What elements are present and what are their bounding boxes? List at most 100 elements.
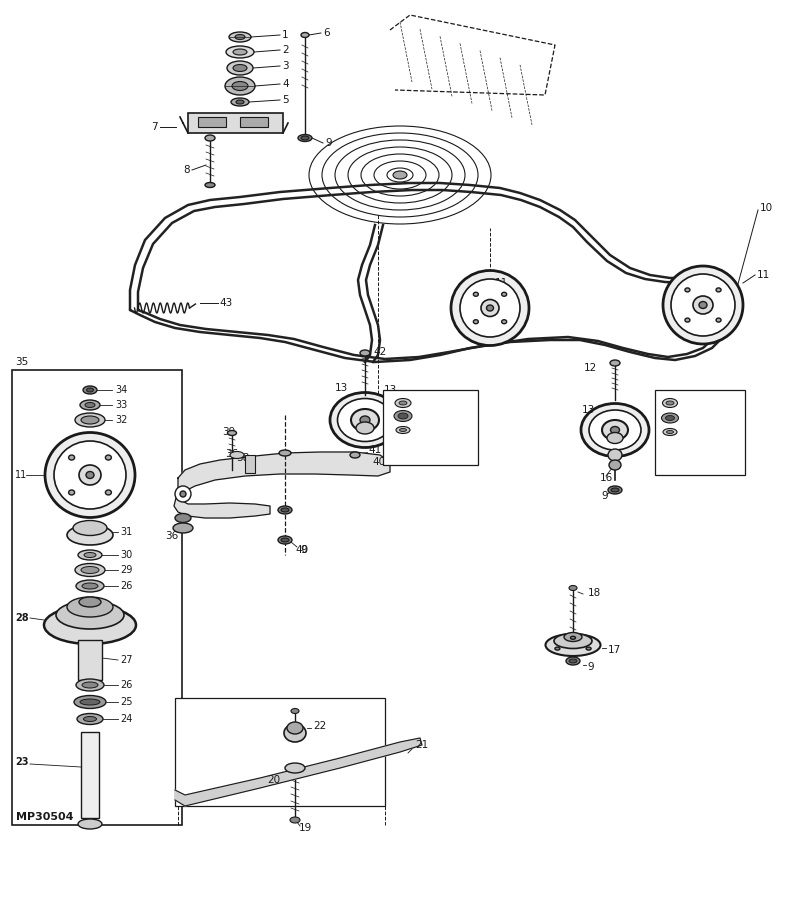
Ellipse shape — [83, 386, 97, 394]
Text: 30: 30 — [120, 550, 132, 560]
Ellipse shape — [287, 722, 303, 734]
Ellipse shape — [285, 763, 305, 773]
Ellipse shape — [685, 288, 690, 292]
Ellipse shape — [67, 597, 113, 617]
Text: 3: 3 — [282, 61, 289, 71]
Ellipse shape — [602, 420, 628, 440]
Text: 28: 28 — [15, 613, 29, 623]
Ellipse shape — [610, 360, 620, 366]
Bar — [81, 732, 99, 818]
Ellipse shape — [298, 134, 312, 141]
Ellipse shape — [76, 580, 104, 592]
Ellipse shape — [67, 525, 113, 545]
Text: 24: 24 — [120, 714, 132, 724]
Ellipse shape — [205, 183, 215, 187]
Ellipse shape — [662, 413, 678, 423]
Text: 38: 38 — [236, 453, 250, 463]
Circle shape — [180, 491, 186, 497]
Text: 21: 21 — [415, 740, 428, 750]
Ellipse shape — [611, 488, 619, 492]
Ellipse shape — [235, 34, 245, 40]
Ellipse shape — [610, 426, 619, 433]
Ellipse shape — [73, 521, 107, 535]
Circle shape — [175, 486, 191, 502]
Ellipse shape — [399, 401, 407, 405]
Text: 26: 26 — [120, 680, 132, 690]
Ellipse shape — [80, 699, 100, 705]
Ellipse shape — [356, 422, 374, 434]
Ellipse shape — [586, 647, 591, 651]
Ellipse shape — [77, 714, 103, 724]
Text: 15: 15 — [688, 413, 700, 423]
Ellipse shape — [278, 536, 292, 544]
Text: 34: 34 — [115, 385, 127, 395]
Ellipse shape — [338, 398, 393, 441]
Ellipse shape — [360, 350, 370, 356]
Text: 17: 17 — [608, 645, 622, 655]
Text: 36: 36 — [165, 531, 178, 541]
Text: 6: 6 — [323, 28, 330, 38]
Ellipse shape — [399, 429, 406, 432]
Bar — [240, 117, 268, 127]
Ellipse shape — [227, 61, 253, 75]
Ellipse shape — [45, 432, 135, 517]
Text: 32: 32 — [115, 415, 127, 425]
Text: 33: 33 — [115, 400, 127, 410]
Ellipse shape — [360, 416, 370, 424]
Ellipse shape — [233, 65, 247, 71]
Text: 13: 13 — [582, 405, 595, 415]
Ellipse shape — [662, 398, 678, 407]
Ellipse shape — [608, 486, 622, 494]
Ellipse shape — [350, 452, 360, 458]
Text: 36: 36 — [225, 449, 238, 459]
Text: 20: 20 — [267, 775, 280, 785]
Ellipse shape — [685, 318, 690, 322]
Ellipse shape — [607, 432, 623, 443]
Text: 42: 42 — [373, 347, 386, 357]
Ellipse shape — [83, 716, 97, 722]
Ellipse shape — [716, 288, 721, 292]
Ellipse shape — [175, 514, 191, 523]
Ellipse shape — [666, 415, 674, 421]
Ellipse shape — [225, 77, 255, 95]
Ellipse shape — [608, 449, 622, 461]
Text: 18: 18 — [588, 588, 602, 598]
Ellipse shape — [481, 299, 499, 316]
Ellipse shape — [44, 606, 136, 644]
Ellipse shape — [693, 296, 713, 314]
Ellipse shape — [398, 413, 408, 419]
Text: 15: 15 — [422, 411, 434, 421]
Text: 10: 10 — [760, 203, 773, 213]
Ellipse shape — [230, 451, 244, 459]
Text: 11: 11 — [757, 270, 770, 280]
Ellipse shape — [79, 465, 101, 485]
Ellipse shape — [474, 292, 478, 296]
Ellipse shape — [671, 274, 735, 336]
Text: 5: 5 — [282, 95, 289, 105]
Ellipse shape — [451, 270, 529, 345]
Text: 13: 13 — [384, 385, 398, 395]
Text: 4: 4 — [282, 79, 289, 89]
Ellipse shape — [76, 679, 104, 691]
Ellipse shape — [564, 633, 582, 642]
Ellipse shape — [396, 426, 410, 433]
Ellipse shape — [279, 450, 291, 456]
Bar — [188, 113, 283, 133]
Bar — [175, 698, 385, 806]
Bar — [383, 390, 478, 465]
Ellipse shape — [278, 506, 292, 514]
Text: 2: 2 — [282, 45, 289, 55]
Ellipse shape — [502, 320, 506, 323]
Ellipse shape — [395, 398, 411, 407]
Text: 40: 40 — [295, 545, 308, 555]
Ellipse shape — [301, 32, 309, 38]
Text: 11: 11 — [15, 470, 27, 480]
Ellipse shape — [80, 400, 100, 410]
Text: 16: 16 — [600, 473, 614, 483]
Text: 19: 19 — [299, 823, 312, 833]
Ellipse shape — [589, 410, 641, 450]
Ellipse shape — [474, 320, 478, 323]
Ellipse shape — [281, 538, 289, 542]
Ellipse shape — [229, 32, 251, 42]
Text: 13: 13 — [335, 383, 348, 393]
